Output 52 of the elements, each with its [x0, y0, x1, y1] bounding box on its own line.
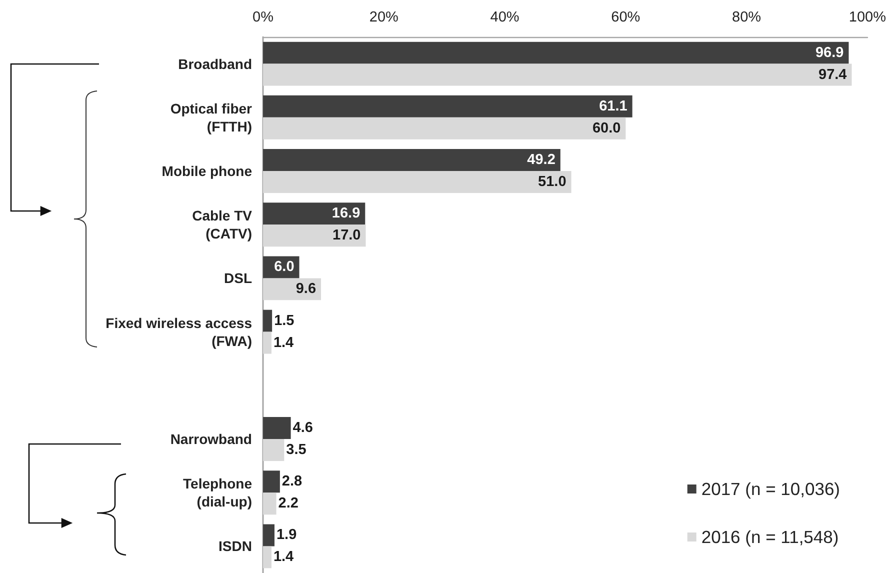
bar — [263, 417, 291, 439]
bar — [263, 439, 284, 461]
y-tick-label: DSL — [224, 270, 252, 286]
bar — [263, 64, 852, 86]
bar — [263, 149, 560, 171]
bar — [263, 95, 632, 118]
x-tick-label: 80% — [732, 10, 762, 26]
bar — [263, 42, 849, 64]
x-tick-label: 60% — [611, 10, 640, 26]
data-label: 96.9 — [815, 44, 844, 61]
data-label: 2.2 — [278, 496, 298, 512]
x-tick-label: 100% — [848, 10, 886, 26]
legend-label: 2016 (n = 11,548) — [701, 527, 839, 547]
data-label: 60.0 — [592, 120, 621, 136]
y-tick-label: Cable TV (CATV) — [192, 208, 253, 242]
data-label: 16.9 — [332, 206, 360, 222]
bar — [263, 171, 572, 193]
data-label: 1.4 — [273, 334, 294, 351]
bar — [263, 224, 366, 247]
x-tick-label: 0% — [252, 10, 274, 26]
bar — [263, 492, 276, 515]
x-tick-label: 40% — [490, 10, 520, 26]
y-tick-label: ISDN — [218, 538, 252, 554]
bar — [263, 546, 272, 568]
y-tick-label: Telephone (dial-up) — [183, 476, 252, 510]
data-label: 9.6 — [296, 281, 316, 298]
data-label: 49.2 — [527, 152, 556, 168]
x-tick-label: 20% — [369, 10, 399, 26]
y-tick-label: Broadband — [178, 56, 252, 72]
data-label: 6.0 — [274, 259, 294, 276]
data-label: 17.0 — [332, 228, 361, 244]
bar — [263, 202, 366, 225]
bar — [263, 524, 274, 546]
y-tick-label: Optical fiber (FTTH) — [170, 100, 253, 134]
data-label: 1.9 — [276, 527, 297, 544]
bar — [263, 310, 272, 332]
data-label: 1.5 — [274, 312, 294, 329]
bar — [263, 332, 272, 354]
bar — [263, 470, 280, 493]
y-tick-label: Mobile phone — [162, 163, 252, 179]
data-label: 3.5 — [286, 442, 306, 458]
data-label: 1.4 — [273, 549, 294, 566]
bar — [263, 278, 322, 300]
y-tick-label: Fixed wireless access (FWA) — [106, 314, 252, 349]
y-tick-label: Narrowband — [170, 431, 252, 447]
data-label: 97.4 — [818, 66, 847, 83]
bar — [263, 117, 626, 140]
legend-label: 2017 (n = 10,036) — [701, 479, 840, 499]
data-label: 61.1 — [599, 98, 628, 114]
data-label: 4.6 — [292, 420, 313, 436]
data-label: 2.8 — [282, 474, 302, 490]
data-label: 51.0 — [538, 174, 566, 190]
